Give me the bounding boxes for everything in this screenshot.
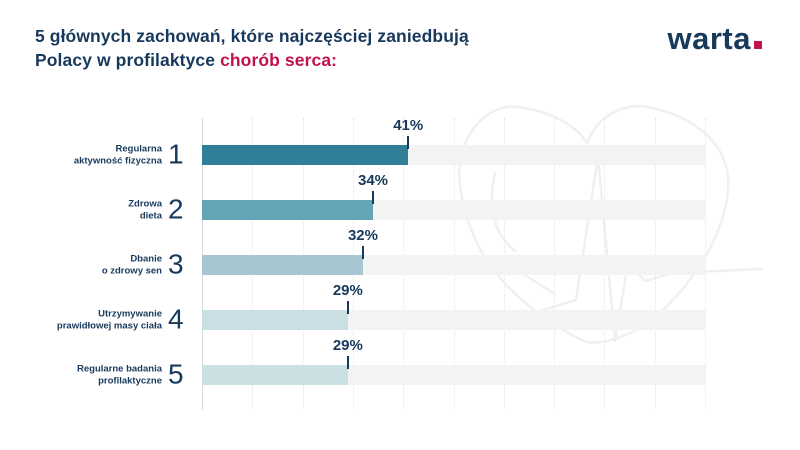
bar-row: Utrzymywanie prawidłowej masy ciała 4 29… <box>0 282 800 334</box>
value-tick <box>372 191 375 204</box>
bar-label: Regularne badania profilaktyczne <box>77 363 162 387</box>
bar-rank: 4 <box>168 303 184 335</box>
bar-track: 29% <box>202 337 705 385</box>
bar-chart: Regularna aktywność fizyczna 1 41% Zdrow… <box>0 117 800 410</box>
title-line-2: Polacy w profilaktyce chorób serca: <box>35 50 338 70</box>
value-label: 34% <box>358 172 389 189</box>
bar-track: 29% <box>202 282 705 330</box>
value-tick <box>346 356 349 369</box>
bar-track: 32% <box>202 227 705 275</box>
page-title: 5 głównych zachowań, które najczęściej z… <box>35 24 469 72</box>
value-tick <box>407 136 410 149</box>
bar-row: Regularne badania profilaktyczne 5 29% <box>0 337 800 389</box>
bar-fill <box>202 255 363 275</box>
value-label: 29% <box>332 282 363 299</box>
value-label: 29% <box>332 337 363 354</box>
warta-logo-text: warta <box>667 21 751 56</box>
bar-rank: 1 <box>168 138 184 170</box>
bar-fill <box>202 365 348 385</box>
gridline <box>705 118 706 410</box>
warta-logo-dot-icon <box>754 41 762 49</box>
title-line-1: 5 głównych zachowań, które najczęściej z… <box>35 26 469 46</box>
value-tick <box>346 301 349 314</box>
bar-rank: 2 <box>168 193 184 225</box>
bar-rank: 5 <box>168 358 184 390</box>
title-highlight: chorób serca: <box>220 50 338 70</box>
bar-label: Utrzymywanie prawidłowej masy ciała <box>56 308 162 332</box>
bar-fill <box>202 145 409 165</box>
bar-fill <box>202 200 374 220</box>
bar-track: 34% <box>202 172 705 220</box>
value-tick <box>361 246 364 259</box>
bar-row: Regularna aktywność fizyczna 1 41% <box>0 117 800 169</box>
bar-rank: 3 <box>168 248 184 280</box>
bar-label: Dbanie o zdrowy sen <box>101 253 162 277</box>
bar-label: Zdrowa dieta <box>128 198 162 222</box>
bar-label: Regularna aktywność fizyczna <box>73 143 162 167</box>
value-label: 32% <box>347 227 378 244</box>
bar-row: Dbanie o zdrowy sen 3 32% <box>0 227 800 279</box>
bar-row: Zdrowa dieta 2 34% <box>0 172 800 224</box>
warta-logo: warta <box>668 22 762 56</box>
bar-track: 41% <box>202 117 705 165</box>
bar-fill <box>202 310 348 330</box>
value-label: 41% <box>393 117 424 134</box>
